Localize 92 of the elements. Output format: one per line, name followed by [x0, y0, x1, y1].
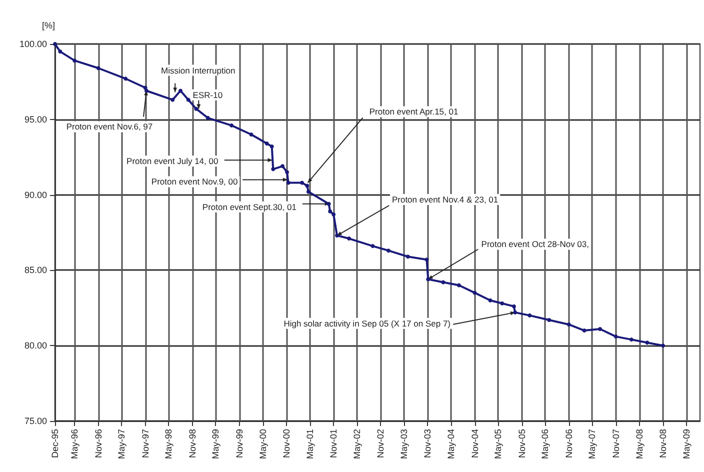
annotation: Proton event Oct 28-Nov 03, [481, 239, 590, 250]
point [178, 88, 182, 93]
x-tick-label: Nov-03 [422, 429, 433, 458]
point [305, 184, 310, 188]
point [661, 344, 666, 348]
point [72, 58, 77, 63]
point [58, 50, 62, 54]
annotation: Proton event Nov.6, 97 [66, 122, 153, 132]
x-tick-label: Nov-04 [470, 429, 480, 458]
annotation: ESR-10 [192, 90, 223, 100]
point [512, 304, 516, 308]
x-tick-label: May-09 [681, 429, 692, 460]
point [488, 298, 492, 302]
y-tick-label: 75.00 [24, 416, 47, 426]
x-tick-label: May-01 [304, 429, 315, 460]
y-axis-title: [%] [42, 20, 55, 30]
point [424, 258, 429, 262]
point [426, 277, 430, 282]
x-tick-label: Dec-95 [50, 429, 60, 458]
point [629, 338, 634, 342]
point [513, 310, 518, 314]
x-tick-label: Nov-08 [658, 429, 668, 458]
y-tick-label: 100.00 [19, 39, 47, 49]
point [614, 334, 618, 339]
point [170, 98, 175, 102]
x-tick-label: May-08 [634, 429, 644, 460]
point [500, 301, 504, 306]
point [547, 318, 552, 322]
x-tick-label: May-97 [116, 429, 127, 460]
point [270, 144, 274, 149]
x-tick-label: May-06 [540, 429, 550, 460]
point [472, 290, 477, 295]
x-tick-label: Nov-97 [140, 429, 150, 458]
x-tick-label: May-99 [210, 429, 221, 460]
x-tick-label: May-98 [164, 429, 174, 460]
point [328, 209, 332, 214]
point [286, 180, 290, 185]
x-tick-label: Nov-02 [376, 429, 386, 458]
point [300, 180, 304, 185]
x-tick-label: Nov-07 [610, 429, 621, 458]
x-tick-label: Nov-96 [93, 429, 104, 458]
point [598, 327, 602, 332]
annotation: Proton event Nov.9, 00 [151, 176, 238, 187]
annotation: Proton event Sept.30, 01 [202, 202, 297, 212]
x-tick-label: Nov-06 [564, 429, 574, 458]
x-tick-label: May-02 [352, 429, 362, 460]
x-tick-label: May-04 [446, 429, 456, 460]
point [280, 164, 285, 168]
point [406, 254, 410, 259]
x-tick-label: May-07 [587, 429, 598, 460]
point [206, 116, 210, 120]
point [335, 234, 340, 238]
point [186, 98, 190, 102]
point [144, 88, 148, 93]
y-tick-label: 85.00 [24, 265, 47, 276]
point [332, 212, 336, 216]
x-tick-label: Nov-01 [328, 429, 339, 458]
x-tick-label: May-00 [258, 429, 268, 460]
point [306, 190, 310, 194]
y-tick-label: 95.00 [24, 114, 47, 124]
point [264, 142, 269, 146]
annotation: Proton event Apr.15, 01 [369, 106, 458, 117]
point [124, 76, 128, 81]
annotation: Proton event Nov.4 & 23, 01 [392, 194, 498, 205]
x-tick-label: May-96 [70, 429, 80, 460]
x-tick-label: Nov-00 [282, 429, 292, 458]
point [194, 106, 198, 111]
point [528, 313, 532, 318]
point [441, 280, 446, 284]
point [386, 248, 390, 253]
annotation: High solar activity in Sep 05 (X 17 on Sep 7) [284, 318, 451, 328]
x-tick-label: Nov-99 [234, 429, 244, 458]
point [96, 66, 100, 70]
point [456, 283, 461, 288]
point [285, 170, 290, 174]
x-tick-label: Nov-98 [187, 429, 198, 458]
x-tick-label: Nov-05 [516, 429, 527, 458]
x-tick-label: May-05 [493, 429, 504, 460]
point [230, 123, 234, 128]
annotation: Proton event July 14, 00 [126, 156, 218, 166]
x-tick-label: May-03 [398, 429, 409, 460]
point [53, 42, 57, 46]
point [566, 322, 571, 326]
point [582, 328, 586, 333]
point [645, 340, 650, 345]
point [249, 132, 254, 136]
y-tick-label: 90.00 [24, 190, 47, 200]
point [370, 244, 375, 248]
point [347, 236, 352, 241]
point [271, 167, 276, 172]
y-tick-label: 80.00 [24, 340, 47, 351]
annotation: Mission Interruption [161, 65, 236, 76]
